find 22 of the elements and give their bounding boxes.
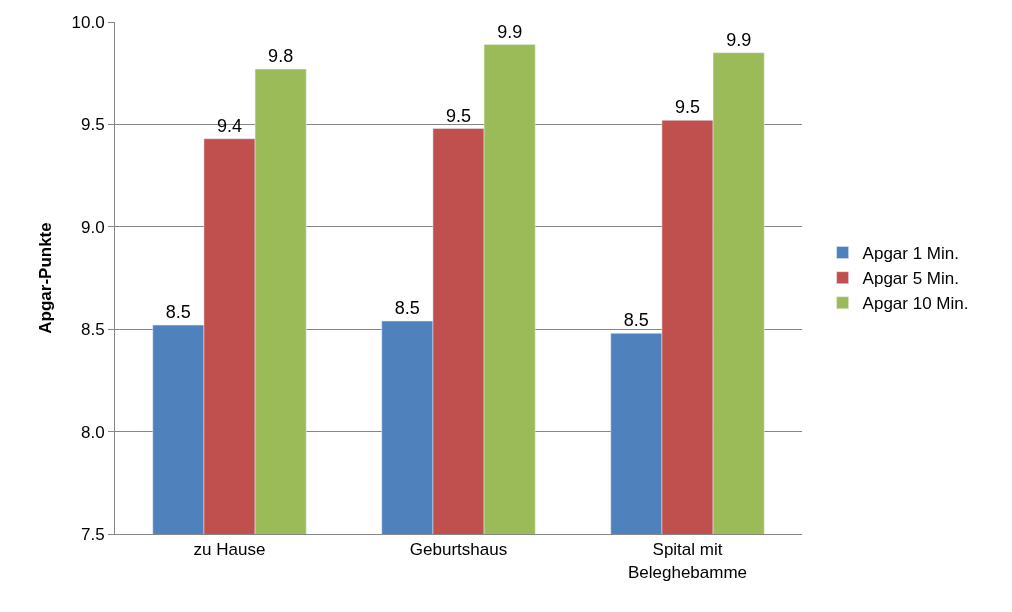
data-label: 9.8 [268, 46, 294, 67]
y-tick-label: 8.5 [80, 320, 105, 340]
data-label: 8.5 [165, 302, 191, 323]
data-label: 9.4 [216, 115, 243, 136]
x-tick-label: zu Hause [193, 540, 266, 560]
data-label: 9.9 [497, 21, 523, 42]
data-label: 9.5 [674, 97, 701, 118]
y-tick-label: 8.0 [80, 422, 105, 442]
y-tick-label: 10.0 [71, 12, 105, 32]
legend-label: Apgar 10 Min. [862, 294, 969, 314]
x-tick-label: Spital mit Beleghebamme [627, 540, 748, 582]
y-tick-label: 7.5 [80, 524, 105, 544]
legend-label: Apgar 1 Min. [862, 244, 959, 264]
data-label: 9.5 [445, 105, 472, 126]
y-tick-label: 9.5 [80, 115, 105, 135]
data-label: 9.9 [726, 29, 752, 50]
x-tick-label: Geburtshaus [409, 540, 508, 560]
data-label: 8.5 [623, 310, 649, 331]
y-axis-title: Apgar-Punkte [36, 222, 56, 334]
y-tick-label: 9.0 [80, 217, 105, 237]
legend-label: Apgar 5 Min. [862, 269, 959, 289]
data-label: 8.5 [394, 298, 420, 319]
